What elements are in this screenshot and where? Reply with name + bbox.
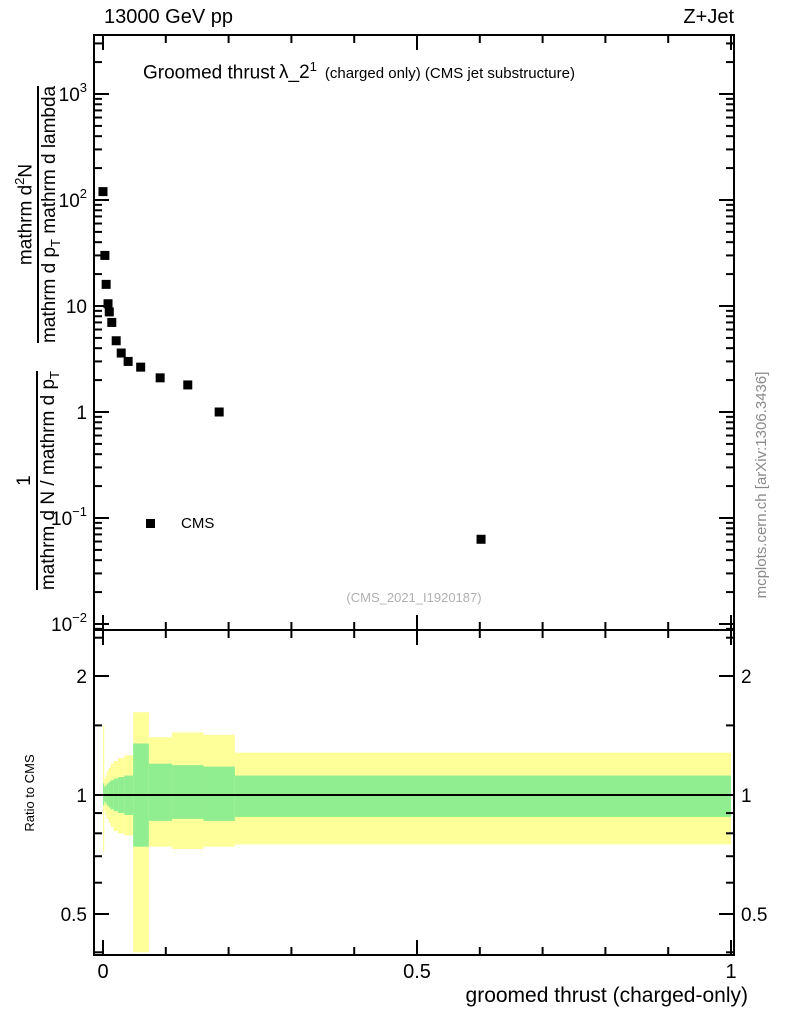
uncertainty-band-inner bbox=[148, 763, 173, 821]
title-symbol-exponent: 1 bbox=[309, 59, 317, 74]
fraction-denominator: mathrm d pT mathrm d lambda bbox=[39, 86, 64, 343]
tick-label: 10−2 bbox=[51, 610, 87, 636]
data-point bbox=[103, 299, 113, 309]
data-point bbox=[476, 534, 486, 544]
y-axis-label-fraction-2: mathrm d2N mathrm d pT mathrm d lambda bbox=[11, 85, 64, 344]
data-point bbox=[116, 348, 126, 358]
tick-label: 1 bbox=[741, 786, 752, 807]
tick-label: 0.5 bbox=[741, 905, 767, 926]
denominator-text: mathrm d p bbox=[38, 246, 60, 344]
tick-label: 0 bbox=[97, 961, 108, 983]
data-point bbox=[136, 362, 146, 372]
data-point bbox=[111, 336, 121, 346]
analysis-id-watermark: (CMS_2021_I1920187) bbox=[346, 590, 482, 605]
data-point bbox=[107, 317, 117, 327]
tick-label: 0.5 bbox=[403, 961, 431, 983]
tick-label: 10 bbox=[66, 297, 87, 318]
y-axis-label: 1 mathrm d N / mathrm d pT mathrm d2N ma… bbox=[12, 78, 64, 598]
tick-label: 2 bbox=[76, 667, 87, 688]
main-panel-frame bbox=[93, 34, 735, 631]
tick-label: 103 bbox=[59, 80, 87, 106]
tick-label: 102 bbox=[59, 186, 87, 212]
data-point bbox=[123, 356, 133, 366]
data-point bbox=[100, 250, 110, 260]
data-point bbox=[101, 279, 111, 289]
denominator-text: mathrm d N / mathrm d p bbox=[37, 378, 59, 591]
beam-energy-label: 13000 GeV pp bbox=[104, 6, 233, 28]
data-point bbox=[98, 187, 108, 197]
tick-label: 1 bbox=[76, 786, 87, 807]
fraction-denominator: mathrm d N / mathrm d pT bbox=[38, 371, 63, 590]
data-point bbox=[183, 380, 193, 390]
plot-title: Groomed thrust λ_21 (charged only) (CMS je… bbox=[143, 59, 575, 84]
numerator-tail: N bbox=[14, 163, 36, 178]
x-axis-label: groomed thrust (charged-only) bbox=[465, 984, 748, 1007]
tick-label: 1 bbox=[725, 961, 736, 983]
uncertainty-band-inner bbox=[172, 765, 204, 819]
numerator-text: mathrm d bbox=[14, 184, 36, 266]
tick-label: 0.5 bbox=[61, 905, 87, 926]
tick-label: 1 bbox=[76, 403, 87, 424]
fraction-numerator: mathrm d2N bbox=[11, 163, 37, 266]
legend-marker-square bbox=[146, 519, 155, 528]
tick-label: 2 bbox=[741, 667, 752, 688]
denominator-subscript: T bbox=[47, 238, 63, 247]
title-symbol: λ_2 bbox=[279, 62, 310, 84]
data-point bbox=[214, 407, 224, 417]
legend: CMS bbox=[146, 515, 214, 532]
ratio-panel-frame bbox=[93, 629, 735, 956]
tick-label: 10−1 bbox=[51, 504, 87, 530]
title-note: (charged only) (CMS jet substructure) bbox=[324, 65, 575, 83]
uncertainty-band-inner bbox=[234, 775, 731, 817]
denominator-tail: mathrm d lambda bbox=[38, 85, 60, 239]
fraction-numerator: 1 bbox=[13, 475, 35, 486]
process-label: Z+Jet bbox=[683, 6, 734, 28]
legend-series-label: CMS bbox=[181, 515, 215, 532]
uncertainty-band-inner bbox=[203, 766, 235, 821]
data-point bbox=[155, 373, 165, 383]
ratio-y-axis-label: Ratio to CMS bbox=[22, 754, 37, 832]
data-point bbox=[104, 307, 114, 317]
numerator-superscript: 2 bbox=[11, 177, 27, 185]
site-credit-label: mcplots.cern.ch [arXiv:1306.3436] bbox=[753, 371, 770, 599]
title-observable: Groomed thrust bbox=[143, 62, 275, 84]
denominator-subscript: T bbox=[46, 371, 62, 379]
y-axis-label-fraction-1: 1 mathrm d N / mathrm d pT bbox=[13, 371, 63, 591]
